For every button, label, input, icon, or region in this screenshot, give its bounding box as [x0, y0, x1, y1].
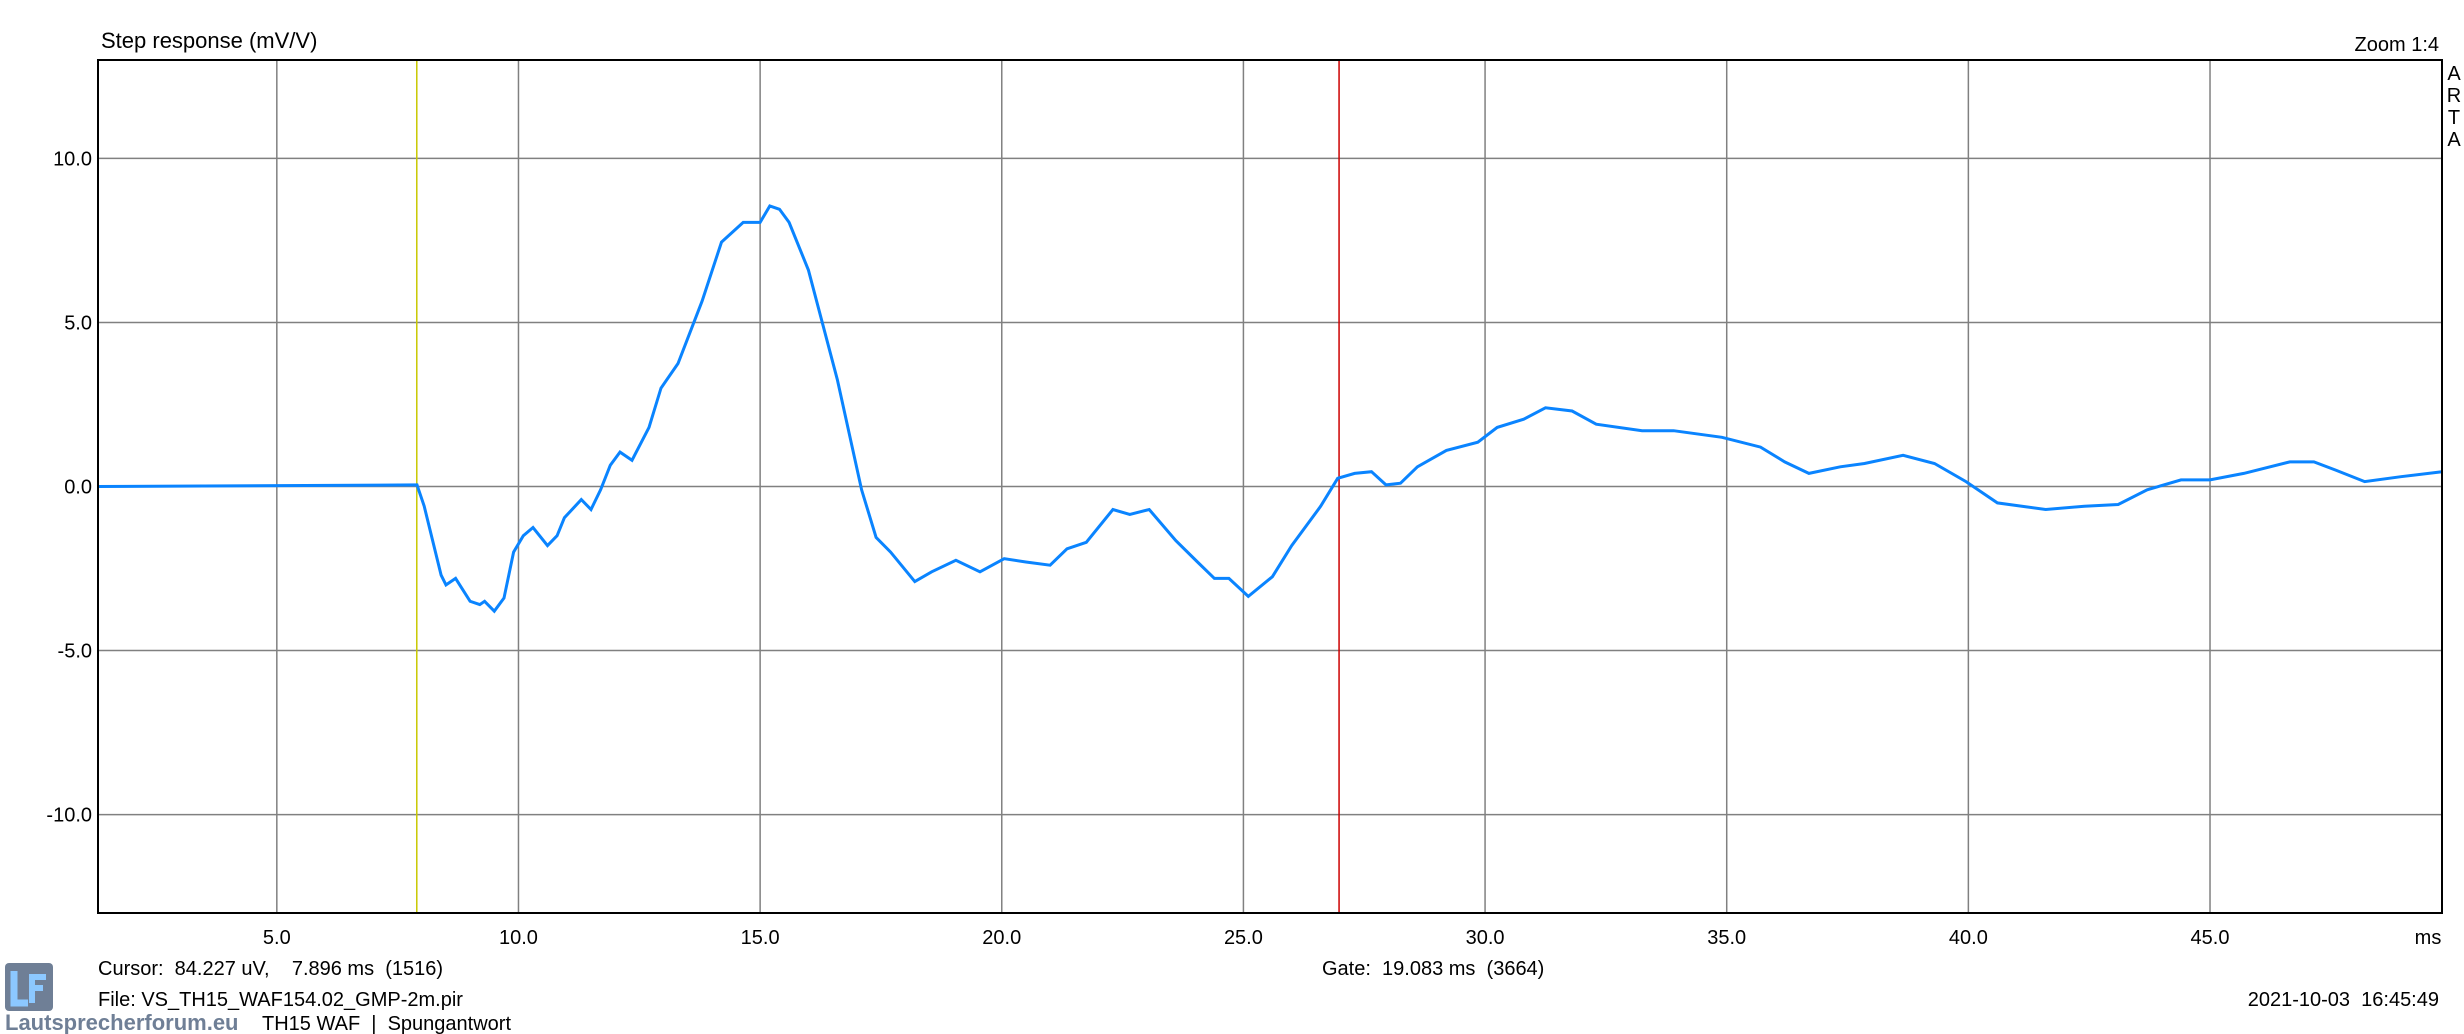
- x-tick-label: 35.0: [1707, 927, 1746, 949]
- grid: [98, 60, 2442, 913]
- x-axis-unit-label: ms: [2415, 927, 2442, 949]
- x-axis-ticks: 5.0 10.0 15.0 20.0 25.0 30.0 35.0 40.0 45.0: [263, 927, 2230, 949]
- chart-title: Step response (mV/V): [101, 28, 317, 53]
- x-tick-label: 25.0: [1224, 927, 1263, 949]
- watermark-logo: Lautsprecherforum.eu: [5, 963, 239, 1034]
- gate-readout: Gate: 19.083 ms (3664): [1322, 958, 1544, 980]
- measurement-caption: TH15 WAF | Spungantwort: [262, 1013, 511, 1034]
- y-axis-ticks: 10.0 5.0 0.0 -5.0 -10.0: [46, 148, 92, 826]
- y-tick-label: -10.0: [46, 805, 92, 827]
- zoom-label: Zoom 1:4: [2355, 34, 2439, 56]
- step-response-series-line: [97, 204, 2443, 614]
- x-tick-label: 5.0: [263, 927, 291, 949]
- y-tick-label: 10.0: [53, 148, 92, 170]
- y-tick-label: -5.0: [58, 641, 92, 663]
- y-tick-label: 0.0: [64, 477, 92, 499]
- plot-frame: [97, 59, 2443, 914]
- x-tick-label: 15.0: [741, 927, 780, 949]
- watermark-text: Lautsprecherforum.eu: [5, 1010, 239, 1034]
- x-tick-label: 40.0: [1949, 927, 1988, 949]
- x-tick-label: 30.0: [1466, 927, 1505, 949]
- x-tick-label: 20.0: [982, 927, 1021, 949]
- arta-brand-vertical: ARTA: [2446, 63, 2462, 151]
- x-tick-label: 10.0: [499, 927, 538, 949]
- cursor-readout: Cursor: 84.227 uV, 7.896 ms (1516): [98, 958, 443, 980]
- y-tick-label: 5.0: [64, 312, 92, 334]
- x-tick-label: 45.0: [2191, 927, 2230, 949]
- file-name: File: VS_TH15_WAF154.02_GMP-2m.pir: [98, 989, 463, 1011]
- timestamp: 2021-10-03 16:45:49: [2248, 989, 2439, 1011]
